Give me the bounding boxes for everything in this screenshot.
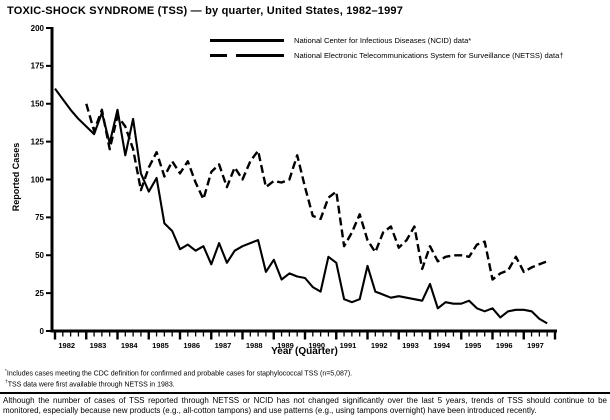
- y-tick-label: 100: [31, 175, 45, 184]
- x-tick-label: 1991: [340, 341, 357, 350]
- x-tick-label: 1994: [433, 341, 451, 350]
- legend: National Center for Infectious Diseases …: [210, 36, 564, 60]
- y-tick-label: 25: [35, 289, 44, 298]
- legend-label-netss: National Electronic Telecommunications S…: [294, 51, 564, 60]
- x-tick-label: 1987: [215, 341, 232, 350]
- x-tick-label: 1988: [246, 341, 263, 350]
- y-tick-label: 50: [35, 251, 44, 260]
- dagger-symbol: †: [5, 379, 8, 385]
- y-tick-label: 75: [35, 213, 44, 222]
- divider-rule: [0, 392, 610, 394]
- x-tick-label: 1990: [308, 341, 325, 350]
- footnotes: *Includes cases meeting the CDC definiti…: [5, 368, 352, 390]
- x-tick-label: 1995: [465, 341, 482, 350]
- x-tick-label: 1985: [152, 341, 169, 350]
- asterisk-symbol: *: [5, 369, 7, 374]
- legend-item-netss: National Electronic Telecommunications S…: [210, 51, 564, 60]
- legend-label-ncid: National Center for Infectious Diseases …: [294, 36, 472, 45]
- footnote-ncid: *Includes cases meeting the CDC definiti…: [5, 368, 352, 379]
- legend-item-ncid: National Center for Infectious Diseases …: [210, 36, 564, 45]
- x-tick-label: 1996: [496, 341, 513, 350]
- footnote-netss: †TSS data were first available through N…: [5, 379, 352, 390]
- x-tick-label: 1982: [58, 341, 75, 350]
- x-tick-label: 1993: [402, 341, 419, 350]
- series-line-netss: [85, 103, 548, 281]
- series-line-ncid: [54, 87, 548, 325]
- dashed-line-icon: [210, 54, 284, 57]
- solid-line-icon: [210, 39, 284, 42]
- y-tick-label: 0: [40, 327, 45, 336]
- x-tick-label: 1989: [277, 341, 294, 350]
- x-tick-label: 1992: [371, 341, 388, 350]
- tss-quarterly-line-chart: 0 25 50 75 100 125 150 175 200 1982 1983 1984 1985 19…: [31, 24, 557, 350]
- y-tick-label: 175: [31, 62, 45, 71]
- commentary-note: Although the number of cases of TSS repo…: [3, 396, 607, 415]
- x-tick-label: 1986: [183, 341, 200, 350]
- y-tick-label: 150: [31, 100, 45, 109]
- footnote-netss-text: TSS data were first available through NE…: [7, 381, 175, 389]
- x-axis-title: Year (Quarter): [271, 346, 338, 357]
- y-tick-label: 125: [31, 137, 45, 146]
- x-tick-label: 1997: [527, 341, 544, 350]
- chart-title: TOXIC-SHOCK SYNDROME (TSS) — by quarter,…: [7, 5, 404, 17]
- x-tick-label: 1983: [90, 341, 107, 350]
- y-tick-label: 200: [31, 24, 45, 33]
- x-tick-label: 1984: [121, 341, 139, 350]
- footnote-ncid-text: Includes cases meeting the CDC definitio…: [6, 370, 353, 378]
